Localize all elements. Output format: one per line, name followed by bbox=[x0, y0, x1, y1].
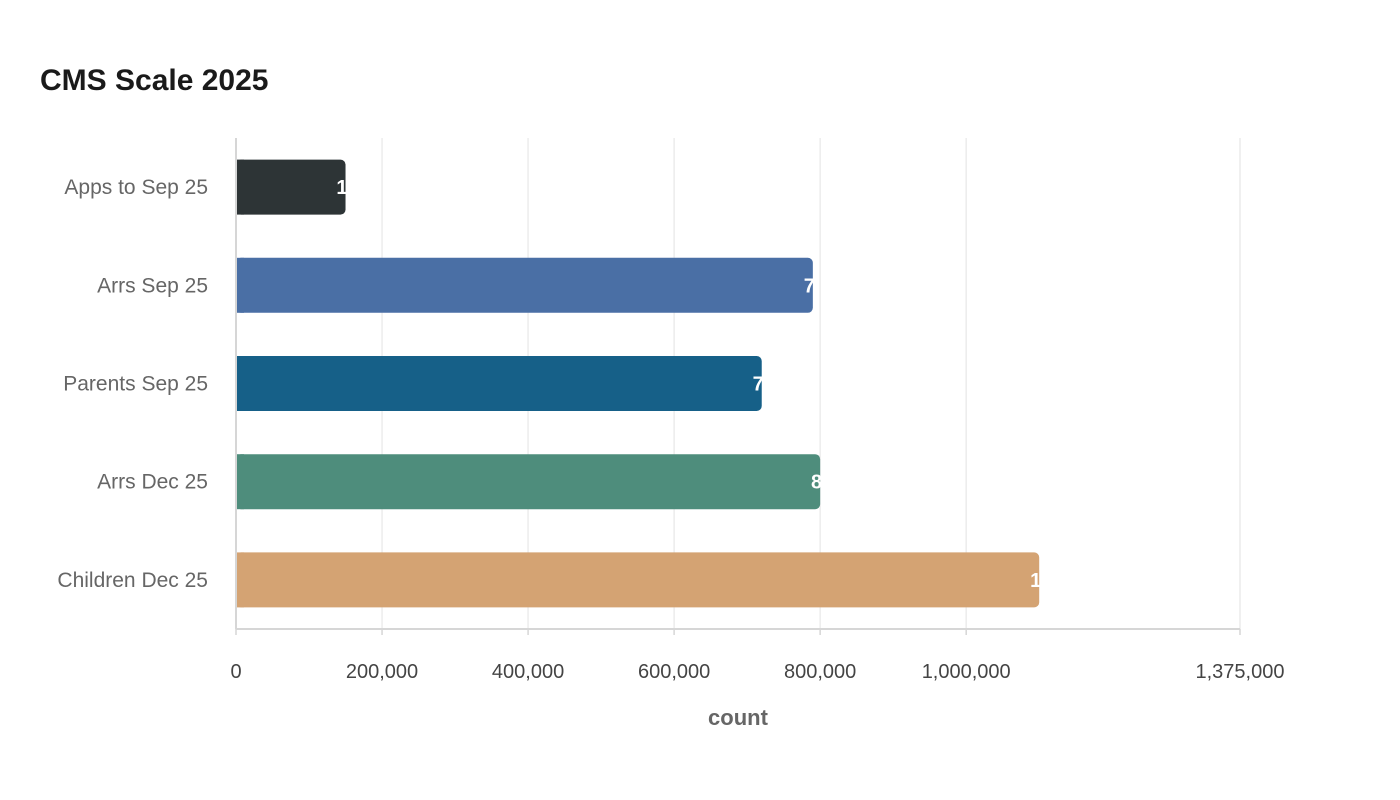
data-label: 1 bbox=[336, 177, 347, 199]
bar-children-dec-25 bbox=[236, 552, 1040, 608]
x-tick-label: 0 bbox=[230, 661, 241, 683]
x-tick-label: 400,000 bbox=[492, 661, 564, 683]
y-tick-label: Children Dec 25 bbox=[57, 569, 208, 592]
y-tick-label: Arrs Dec 25 bbox=[97, 471, 208, 494]
x-tick-label: 800,000 bbox=[784, 661, 856, 683]
axis-layer bbox=[235, 138, 1240, 630]
y-tick-labels: Apps to Sep 25 Arrs Sep 25 Parents Sep 25 A… bbox=[57, 176, 208, 592]
bar-base-square bbox=[236, 159, 244, 215]
x-tick-label: 600,000 bbox=[638, 661, 710, 683]
data-label: 8 bbox=[811, 472, 822, 494]
x-axis-label: count bbox=[708, 705, 769, 730]
y-tick-label: Apps to Sep 25 bbox=[64, 176, 208, 199]
bar-base-square bbox=[236, 356, 244, 411]
bar-arrs-dec-25 bbox=[236, 454, 821, 510]
bar-parents-sep-25 bbox=[236, 356, 762, 411]
bar-base-square bbox=[236, 552, 244, 608]
x-tick-labels: 0 200,000 400,000 600,000 800,000 1,000,000 1,… bbox=[230, 661, 1284, 683]
bar-base-square bbox=[236, 257, 244, 313]
data-label: 7 bbox=[804, 275, 815, 297]
x-tick-label: 1,375,000 bbox=[1196, 661, 1285, 683]
chart-title: CMS Scale 2025 bbox=[40, 64, 268, 97]
x-tick-label: 200,000 bbox=[346, 661, 418, 683]
y-tick-label: Arrs Sep 25 bbox=[97, 274, 208, 297]
bars-layer: 1 7 7 8 1 bbox=[236, 159, 1041, 608]
data-label: 7 bbox=[753, 374, 764, 396]
data-label: 1 bbox=[1030, 570, 1041, 592]
x-tick-label: 1,000,000 bbox=[922, 661, 1011, 683]
y-tick-label: Parents Sep 25 bbox=[63, 373, 208, 396]
bar-apps-to-sep-25 bbox=[236, 159, 346, 215]
bar-arrs-sep-25 bbox=[236, 257, 813, 313]
bar-base-square bbox=[236, 454, 244, 510]
